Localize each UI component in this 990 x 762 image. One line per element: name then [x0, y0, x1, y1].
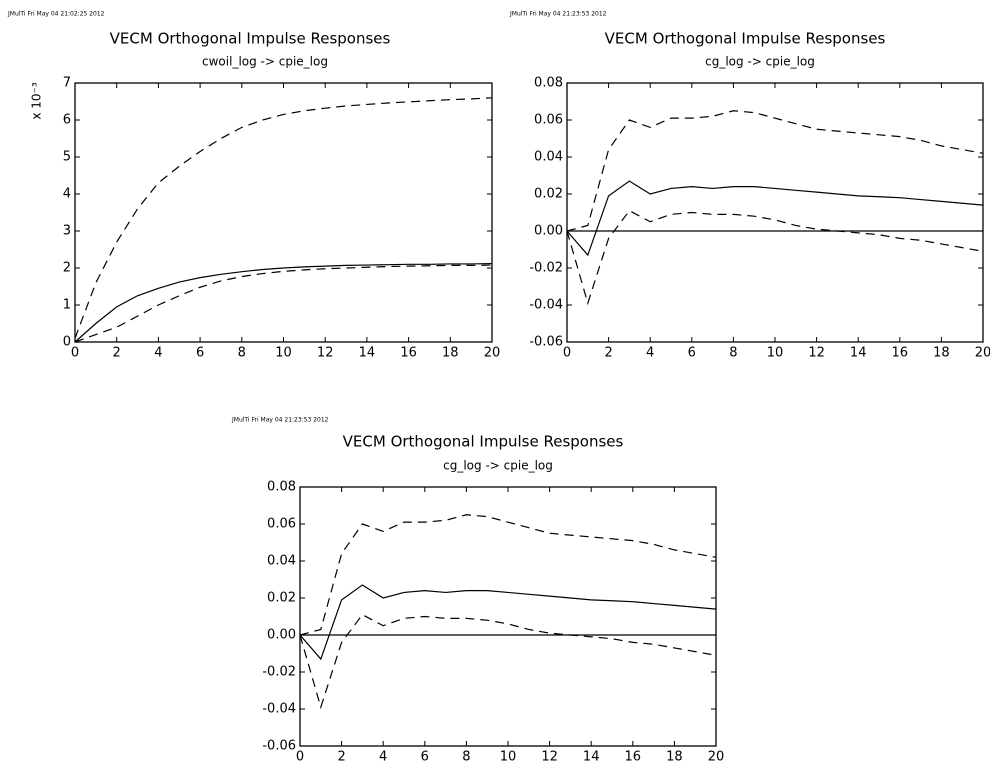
chart-subtitle: cg_log -> cpie_log [443, 459, 553, 473]
response-line [566, 110, 984, 232]
x-tick-label: 2 [113, 346, 121, 361]
x-tick-label: 8 [462, 750, 470, 762]
x-tick-label: 6 [421, 750, 429, 762]
y-axis-label: x 10⁻³ [30, 82, 44, 120]
x-tick-label: 14 [850, 346, 867, 361]
y-tick-label: 0 [63, 335, 71, 350]
x-tick-label: 10 [500, 750, 517, 762]
chart-subtitle: cg_log -> cpie_log [705, 55, 815, 69]
response-line [299, 613, 717, 710]
y-tick-label: 6 [63, 113, 71, 128]
x-tick-label: 8 [238, 346, 246, 361]
plot-frame [74, 82, 493, 343]
x-tick-label: 10 [275, 346, 292, 361]
y-tick-label: 1 [63, 298, 71, 313]
x-tick-label: 18 [666, 750, 683, 762]
x-tick-label: 4 [646, 346, 654, 361]
chart-title: VECM Orthogonal Impulse Responses [605, 30, 886, 48]
x-tick-label: 10 [767, 346, 784, 361]
header: JMulTi Fri May 04 21:23:53 2012 [231, 417, 329, 424]
y-tick-label: 0.06 [534, 113, 563, 128]
x-tick-label: 20 [708, 750, 725, 762]
x-tick-label: 16 [892, 346, 909, 361]
y-tick-label: -0.04 [262, 702, 296, 717]
y-tick-label: 0.00 [267, 628, 296, 643]
response-line [566, 180, 984, 257]
x-tick-label: 14 [359, 346, 376, 361]
y-tick-label: 0.08 [534, 76, 563, 91]
y-tick-label: -0.06 [529, 335, 563, 350]
x-tick-label: 14 [583, 750, 600, 762]
y-tick-label: 0.08 [267, 480, 296, 495]
x-tick-label: 12 [317, 346, 334, 361]
x-tick-label: 20 [975, 346, 990, 361]
x-tick-label: 4 [379, 750, 387, 762]
x-tick-label: 0 [71, 346, 79, 361]
y-tick-label: 5 [63, 150, 71, 165]
x-tick-label: 8 [729, 346, 737, 361]
x-tick-label: 16 [625, 750, 642, 762]
y-tick-label: -0.02 [262, 665, 296, 680]
y-tick-label: 0.04 [267, 554, 296, 569]
y-tick-label: 0.02 [534, 187, 563, 202]
y-tick-label: -0.06 [262, 739, 296, 754]
x-tick-label: 0 [563, 346, 571, 361]
y-tick-label: 0.04 [534, 150, 563, 165]
x-tick-label: 18 [933, 346, 950, 361]
plot-frame [299, 486, 717, 747]
y-tick-label: 0.02 [267, 591, 296, 606]
plot-frame [566, 82, 984, 343]
y-tick-label: 4 [63, 187, 71, 202]
header: JMulTi Fri May 04 21:02:25 2012 [7, 11, 105, 18]
response-line [299, 514, 717, 636]
chart-title: VECM Orthogonal Impulse Responses [110, 30, 391, 48]
x-tick-label: 6 [688, 346, 696, 361]
x-tick-label: 16 [400, 346, 417, 361]
response-line [566, 209, 984, 306]
x-tick-label: 0 [296, 750, 304, 762]
response-line [74, 97, 493, 339]
y-tick-label: 0.00 [534, 224, 563, 239]
x-tick-label: 18 [442, 346, 459, 361]
x-tick-label: 2 [337, 750, 345, 762]
x-tick-label: 12 [541, 750, 558, 762]
y-tick-label: 7 [63, 76, 71, 91]
response-line [299, 584, 717, 661]
response-line [74, 264, 493, 343]
chart-title: VECM Orthogonal Impulse Responses [343, 433, 624, 451]
y-tick-label: -0.02 [529, 261, 563, 276]
y-tick-label: 3 [63, 224, 71, 239]
chart-subtitle: cwoil_log -> cpie_log [202, 55, 328, 69]
response-line [74, 262, 493, 343]
x-tick-label: 2 [604, 346, 612, 361]
x-tick-label: 6 [196, 346, 204, 361]
x-tick-label: 20 [484, 346, 501, 361]
x-tick-label: 12 [808, 346, 825, 361]
y-tick-label: -0.04 [529, 298, 563, 313]
y-tick-label: 2 [63, 261, 71, 276]
y-tick-label: 0.06 [267, 517, 296, 532]
x-tick-label: 4 [154, 346, 162, 361]
header: JMulTi Fri May 04 21:23:53 2012 [509, 11, 607, 18]
